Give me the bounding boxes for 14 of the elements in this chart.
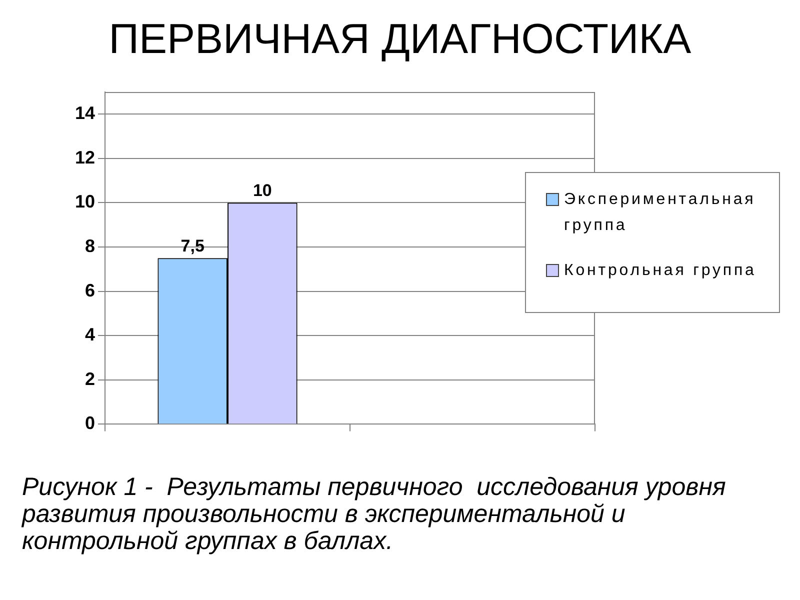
y-tick-label: 4 xyxy=(85,324,96,345)
y-tick-label: 0 xyxy=(85,413,96,434)
text: Рисунок 1 - Результаты первичного исследования уровня развития произвольности в экспериментальной и контрольной группах в баллах. xyxy=(22,473,727,555)
y-tick-label: 10 xyxy=(74,192,96,212)
y-tick-label: 8 xyxy=(85,236,96,256)
y-tick-label: 14 xyxy=(74,103,96,124)
chart-title: ПЕРВИЧНАЯ ДИАГНОСТИКА xyxy=(108,15,692,63)
y-tick-label: 12 xyxy=(74,147,96,168)
data-label: 7,5 xyxy=(180,236,204,256)
y-tick-label: 2 xyxy=(85,368,96,389)
legend-label: Контрольная группа xyxy=(564,261,756,281)
legend-label: Экспериментальная группа xyxy=(564,190,757,236)
y-tick-label: 6 xyxy=(85,280,96,300)
data-label: 10 xyxy=(252,180,272,200)
